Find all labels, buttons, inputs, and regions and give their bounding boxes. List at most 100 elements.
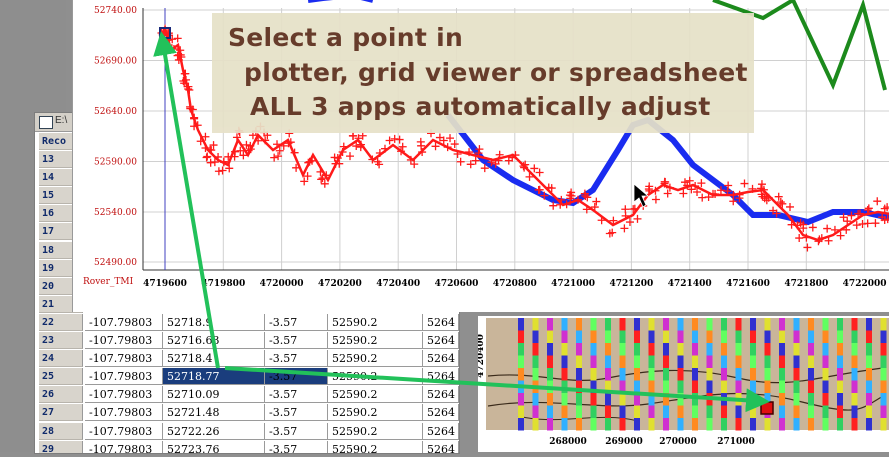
table-cell[interactable]: -107.79803 xyxy=(85,350,163,368)
table-cell[interactable]: 5264 xyxy=(423,422,459,440)
x-tick-label: 4721600 xyxy=(726,279,770,289)
table-cell[interactable]: 52590.2 xyxy=(328,440,423,453)
survey-line-segment xyxy=(576,330,582,343)
data-point-marker xyxy=(605,229,614,238)
row-number[interactable]: 23 xyxy=(39,332,83,349)
row-number[interactable]: 26 xyxy=(39,386,83,404)
survey-line-segment xyxy=(561,368,568,381)
survey-line-segment xyxy=(706,418,713,431)
table-cell[interactable]: 52590.2 xyxy=(328,386,423,404)
table-cell[interactable]: 52590.2 xyxy=(328,422,423,440)
table-cell[interactable]: -3.57 xyxy=(265,332,328,349)
table-cell[interactable]: -107.79803 xyxy=(85,368,163,386)
grid-map[interactable]: 4720400 268000 269000 270000 271000 xyxy=(476,316,889,452)
survey-line-segment xyxy=(648,330,655,343)
table-cell[interactable]: 52590.2 xyxy=(328,350,423,368)
table-cell[interactable]: -3.57 xyxy=(265,386,328,404)
x-tick-label: 4719600 xyxy=(143,279,187,289)
survey-line-segment xyxy=(663,330,669,343)
table-cell[interactable]: 52590.2 xyxy=(328,313,423,331)
survey-line-segment xyxy=(576,318,582,331)
table-cell[interactable]: 52590.2 xyxy=(328,368,423,386)
map-x-tick-label: 268000 xyxy=(549,437,587,447)
table-cell[interactable]: -107.79803 xyxy=(85,313,163,331)
data-point-marker xyxy=(830,225,839,234)
table-row[interactable]: 29 -107.79803 52723.76 -3.57 52590.2 5264 xyxy=(35,440,459,453)
table-cell[interactable]: 52716.63 xyxy=(163,332,265,349)
survey-line-segment xyxy=(750,368,756,381)
table-cell[interactable]: 52718.9 xyxy=(163,313,265,331)
grid-viewer-window[interactable]: 4720400 268000 269000 270000 271000 xyxy=(476,316,889,452)
survey-line-segment xyxy=(561,380,568,393)
row-number[interactable]: 25 xyxy=(39,368,83,386)
table-cell[interactable]: 52590.2 xyxy=(328,332,423,349)
table-cell[interactable]: 52721.48 xyxy=(163,404,265,422)
data-point-marker xyxy=(590,203,599,212)
data-point-marker xyxy=(480,164,489,173)
table-cell[interactable]: -3.57 xyxy=(265,313,328,331)
survey-line-segment xyxy=(518,393,524,406)
row-number[interactable]: 24 xyxy=(39,350,83,368)
table-row[interactable]: 27 -107.79803 52721.48 -3.57 52590.2 5264 xyxy=(35,404,459,422)
survey-line-segment xyxy=(721,355,727,368)
survey-line-segment xyxy=(880,355,887,368)
table-cell[interactable]: -3.57 xyxy=(265,368,328,386)
table-cell[interactable]: 52722.26 xyxy=(163,422,265,440)
data-point-marker xyxy=(418,148,427,157)
survey-line-segment xyxy=(619,330,626,343)
row-number[interactable]: 29 xyxy=(39,440,83,453)
row-number[interactable]: 28 xyxy=(39,422,83,440)
data-point-marker xyxy=(633,214,642,223)
row-number[interactable]: 27 xyxy=(39,404,83,422)
table-row[interactable]: 25 -107.79803 52718.77 -3.57 52590.2 5264 xyxy=(35,368,459,386)
table-cell[interactable]: -3.57 xyxy=(265,404,328,422)
row-number[interactable]: 22 xyxy=(39,313,83,331)
table-cell[interactable]: 5264 xyxy=(423,332,459,349)
table-cell[interactable]: 5264 xyxy=(423,313,459,331)
survey-line-segment xyxy=(735,343,742,356)
table-row[interactable]: 23 -107.79803 52716.63 -3.57 52590.2 5264 xyxy=(35,332,459,350)
survey-line-segment xyxy=(735,393,742,406)
table-cell[interactable]: 5264 xyxy=(423,386,459,404)
table-cell[interactable]: -3.57 xyxy=(265,440,328,453)
table-cell[interactable]: -107.79803 xyxy=(85,332,163,349)
survey-line-segment xyxy=(808,418,814,431)
data-point-marker xyxy=(254,136,263,145)
table-cell[interactable]: -107.79803 xyxy=(85,404,163,422)
data-point-marker xyxy=(292,163,301,172)
x-tick-label: 4720000 xyxy=(260,279,304,289)
survey-line-segment xyxy=(837,380,843,393)
table-cell[interactable]: 5264 xyxy=(423,368,459,386)
table-cell[interactable]: -107.79803 xyxy=(85,386,163,404)
survey-line-segment xyxy=(706,368,713,381)
table-cell[interactable]: 52723.76 xyxy=(163,440,265,453)
table-cell[interactable]: 52590.2 xyxy=(328,404,423,422)
survey-line-segment xyxy=(561,418,568,431)
data-point-marker xyxy=(697,179,706,188)
table-cell[interactable]: 52718.77 xyxy=(163,368,265,386)
table-cell[interactable]: -107.79803 xyxy=(85,440,163,453)
table-row[interactable]: 24 -107.79803 52718.4 -3.57 52590.2 5264 xyxy=(35,350,459,368)
table-row[interactable]: 28 -107.79803 52722.26 -3.57 52590.2 5264 xyxy=(35,422,459,441)
table-cell[interactable]: -107.79803 xyxy=(85,422,163,440)
survey-line-segment xyxy=(837,318,843,331)
survey-line-segment xyxy=(851,393,858,406)
table-cell[interactable]: 52718.4 xyxy=(163,350,265,368)
table-cell[interactable]: 5264 xyxy=(423,350,459,368)
table-cell[interactable]: 5264 xyxy=(423,440,459,453)
table-row[interactable]: 22 -107.79803 52718.9 -3.57 52590.2 5264 xyxy=(35,313,459,332)
table-cell[interactable]: 5264 xyxy=(423,404,459,422)
survey-line-segment xyxy=(619,418,626,431)
table-row[interactable]: 26 -107.79803 52710.09 -3.57 52590.2 5264 xyxy=(35,386,459,404)
table-cell[interactable]: -3.57 xyxy=(265,350,328,368)
data-point-marker xyxy=(776,198,785,207)
data-point-marker xyxy=(406,155,415,164)
survey-line-segment xyxy=(866,330,872,343)
data-point-marker xyxy=(487,158,496,167)
data-point-marker xyxy=(665,183,674,192)
table-cell[interactable]: 52710.09 xyxy=(163,386,265,404)
data-point-marker xyxy=(597,216,606,225)
survey-line-segment xyxy=(779,380,785,393)
y-tick-label: 52690.00 xyxy=(94,57,137,67)
table-cell[interactable]: -3.57 xyxy=(265,422,328,440)
